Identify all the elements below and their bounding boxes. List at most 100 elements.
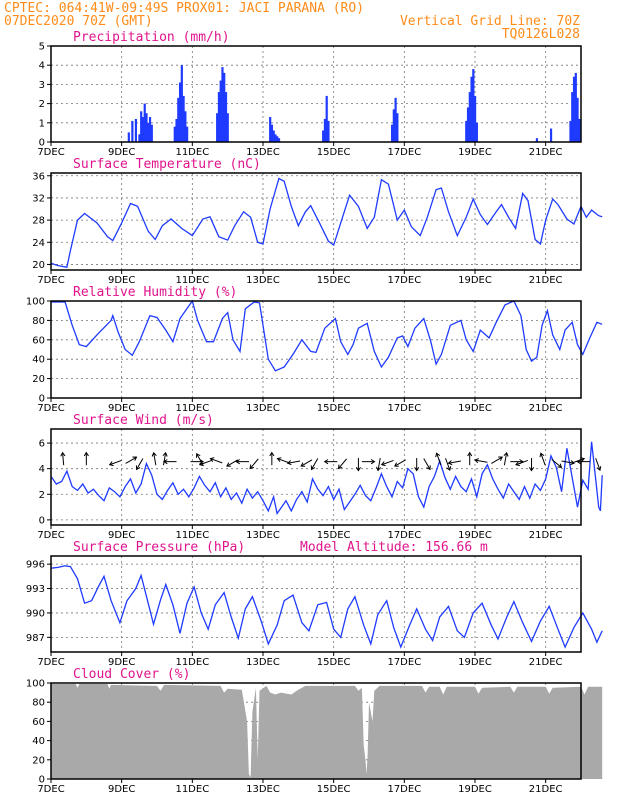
wind-vector — [539, 452, 546, 466]
wind-vector-head — [380, 461, 386, 467]
precip-bar — [274, 134, 277, 142]
precip-bar — [131, 120, 134, 142]
wind-vector — [376, 458, 382, 472]
x-tick-label: 19DEC — [458, 657, 492, 668]
wind-vector — [595, 458, 602, 471]
wind-vector — [503, 451, 509, 466]
x-tick-label: 21DEC — [529, 147, 563, 158]
y-tick-label: 990 — [26, 608, 45, 619]
x-tick-label: 15DEC — [317, 147, 351, 158]
panel-frame — [50, 555, 582, 653]
wind-vector-shaft — [300, 459, 313, 467]
wind-vector-shaft — [540, 453, 546, 466]
wind-vector — [380, 459, 394, 467]
precip-bar — [223, 72, 226, 142]
x-tick-label: 15DEC — [317, 784, 351, 795]
x-tick-label: 9DEC — [108, 403, 135, 414]
cloud-cover-area — [51, 684, 603, 779]
panel-title: Surface Wind (m/s) — [73, 413, 214, 428]
precip-bar — [272, 130, 275, 142]
y-tick-label: 60 — [32, 335, 45, 346]
precip-bar — [173, 126, 176, 142]
wind-vector-shaft — [249, 458, 259, 469]
wind-vector — [300, 459, 313, 467]
wind-vector-head — [467, 451, 473, 457]
x-tick-label: 17DEC — [387, 657, 421, 668]
panel-pres: 987 990 993 996 7DEC 9DEC 11DEC 13DEC 15DEC 17DEC… — [26, 540, 603, 668]
wind-vector-shaft — [287, 460, 301, 464]
x-tick-label: 9DEC — [108, 784, 135, 795]
wind-vector-shaft — [474, 459, 488, 463]
wind-vector-head — [269, 451, 275, 457]
wind-vector — [235, 459, 249, 465]
wind-vector — [60, 451, 66, 466]
wind-vector-head — [474, 458, 479, 464]
x-tick-label: 7DEC — [37, 275, 64, 286]
wind-vector — [269, 451, 275, 466]
y-tick-label: 6 — [39, 439, 45, 450]
precip-bar — [270, 124, 274, 142]
wind-vector-head — [276, 457, 282, 463]
precip-bar — [182, 95, 185, 142]
precip-bar — [470, 76, 473, 142]
wind-vector-head — [286, 460, 292, 466]
wind-vector-shaft — [199, 459, 212, 466]
y-tick-label: 4 — [39, 464, 45, 475]
wind-vector-shaft — [595, 458, 601, 471]
wind-vector-head — [151, 451, 157, 457]
panel-title: Precipitation (mm/h) — [73, 30, 230, 45]
precip-bar — [572, 76, 576, 142]
wind-vector — [447, 460, 461, 466]
y-tick-label: 0 — [39, 775, 45, 786]
wind-vector — [576, 459, 590, 465]
x-tick-label: 13DEC — [246, 657, 280, 668]
y-tick-label: 40 — [32, 355, 45, 366]
wind-vector-head — [135, 465, 141, 471]
precip-bar — [276, 136, 279, 142]
precip-bar — [140, 111, 143, 142]
wind-vector-head — [300, 462, 306, 467]
precip-bar — [217, 92, 221, 142]
x-tick-label: 21DEC — [529, 657, 563, 668]
wind-vector-shaft — [210, 458, 223, 464]
x-tick-label: 11DEC — [175, 657, 209, 668]
x-tick-label: 21DEC — [529, 784, 563, 795]
wind-vector-head — [447, 460, 453, 466]
wind-vector — [561, 460, 575, 466]
wind-vector-head — [570, 460, 575, 466]
x-tick-label: 21DEC — [529, 530, 563, 541]
x-tick-label: 15DEC — [317, 275, 351, 286]
x-tick-label: 13DEC — [246, 275, 280, 286]
wind-vector-shaft — [311, 458, 319, 470]
x-tick-label: 19DEC — [458, 147, 492, 158]
wind-vector-head — [198, 461, 204, 467]
precip-bar — [147, 122, 150, 142]
header-model-code: TQ0126L028 — [502, 27, 580, 42]
panel-frame — [50, 300, 582, 399]
wind-vector-shaft — [515, 459, 529, 466]
precip-bar — [466, 107, 470, 142]
precip-bar — [472, 69, 475, 142]
wind-vector — [196, 452, 204, 466]
precip-bar — [475, 122, 478, 142]
wind-vector-head — [394, 462, 399, 467]
y-tick-label: 80 — [32, 698, 45, 709]
wind-vector — [474, 458, 488, 464]
precip-bar — [184, 111, 187, 142]
wind-vector-head — [196, 452, 201, 458]
wind-vector-head — [557, 463, 563, 468]
wind-vector — [394, 459, 406, 467]
wind-vector-shaft — [153, 452, 157, 466]
panel-frame — [50, 172, 582, 271]
precip-bar — [143, 103, 146, 142]
panel-title: Surface Pressure (hPa) — [73, 540, 245, 555]
wind-vector-head — [515, 461, 521, 467]
panel-wind: 0 2 4 6 7DEC 9DEC 11DEC 13DEC 15DEC 17DEC 19DEC 21D… — [37, 413, 603, 541]
wind-vector — [414, 458, 420, 472]
panel-temp: 20 24 28 32 36 7DEC 9DEC 11DEC 13DEC 15DEC 17DEC 19… — [32, 157, 603, 286]
x-tick-label: 11DEC — [175, 784, 209, 795]
panel-rh: 0 20 40 60 80 100 7DEC 9DEC 11DEC 13DEC 15DEC 17DEC… — [26, 285, 603, 414]
x-tick-label: 19DEC — [458, 275, 492, 286]
y-tick-label: 0 — [39, 138, 45, 149]
